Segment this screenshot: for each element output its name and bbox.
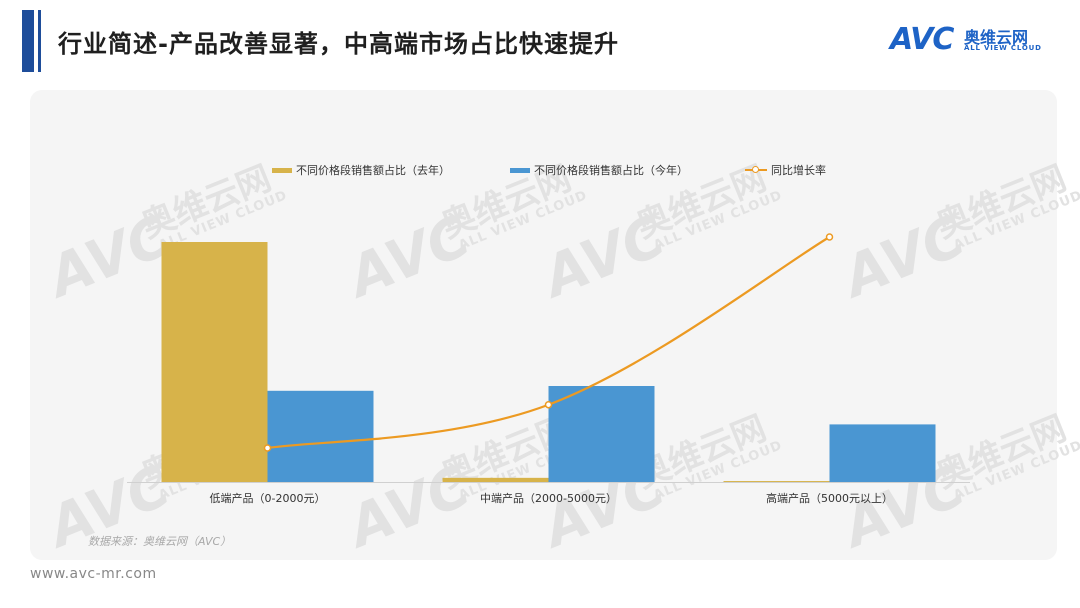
growth-point-2 <box>825 233 834 241</box>
bar-this-year-1 <box>548 386 655 482</box>
bar-last-year-0 <box>161 242 268 482</box>
growth-point-1 <box>544 400 553 409</box>
bar-this-year-2 <box>829 424 936 482</box>
legend-label-last-year: 不同价格段销售额占比（去年） <box>296 164 450 177</box>
legend-item-this-year: 不同价格段销售额占比（今年） <box>510 162 688 178</box>
x-tick-label: 低端产品（0-2000元） <box>210 491 326 505</box>
legend-swatch-this-year <box>510 167 530 173</box>
logo-name-en: ALL VIEW CLOUD <box>964 44 1042 52</box>
growth-point-0 <box>263 444 272 452</box>
page-title: 行业简述-产品改善显著，中高端市场占比快速提升 <box>58 30 619 58</box>
logo-name-cn: 奥维云网 <box>964 28 1029 47</box>
x-tick-label: 中端产品（2000-5000元） <box>480 491 617 505</box>
footer-url: www.avc-mr.com <box>30 566 157 582</box>
legend-label-growth: 同比增长率 <box>771 164 826 177</box>
bar-last-year-2 <box>723 481 830 482</box>
legend-swatch-last-year <box>272 167 292 173</box>
legend-item-last-year: 不同价格段销售额占比（去年） <box>272 162 450 178</box>
title-accent-bar <box>22 10 34 72</box>
bar-this-year-0 <box>267 390 374 482</box>
x-tick-label: 高端产品（5000元以上） <box>766 491 893 505</box>
legend-item-growth: 同比增长率 <box>745 162 826 178</box>
legend-swatch-growth <box>745 165 767 175</box>
avc-logo: AVC 奥维云网 ALL VIEW CLOUD <box>890 22 1070 58</box>
data-source-note: 数据来源：奥维云网（AVC） <box>88 535 232 548</box>
logo-mark: AVC <box>890 22 954 57</box>
legend-label-this-year: 不同价格段销售额占比（今年） <box>534 164 688 177</box>
title-accent-line <box>38 10 41 72</box>
bar-last-year-1 <box>442 477 549 482</box>
